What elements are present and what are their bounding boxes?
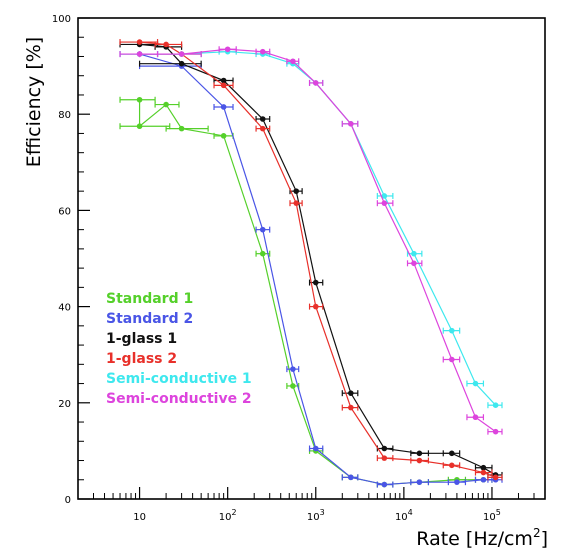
- data-point: [259, 125, 266, 132]
- data-point: [472, 414, 479, 421]
- data-point: [259, 226, 266, 233]
- series-standard-2: [119, 51, 503, 488]
- y-tick-label: 20: [58, 399, 71, 410]
- data-series: [119, 39, 503, 488]
- series-line: [139, 43, 496, 476]
- data-point: [348, 390, 354, 396]
- series-line: [139, 48, 496, 433]
- data-point: [492, 474, 499, 481]
- series-line: [139, 51, 497, 406]
- data-point: [472, 380, 479, 387]
- y-tick-label: 80: [58, 110, 71, 121]
- legend-item: Semi-conductive 2: [106, 391, 252, 407]
- legend-item: Standard 1: [106, 291, 193, 307]
- series-line: [139, 41, 496, 478]
- data-point: [312, 279, 319, 286]
- y-tick-label: 100: [52, 14, 71, 25]
- data-point: [312, 80, 319, 86]
- data-point: [163, 101, 169, 108]
- data-point: [290, 58, 296, 65]
- data-point: [293, 200, 300, 206]
- series-semi-conductive-1: [119, 48, 503, 409]
- data-point: [220, 133, 227, 139]
- x-tick-label: 103: [307, 508, 325, 523]
- x-tick-label: 104: [395, 508, 413, 523]
- plot-frame: [77, 17, 546, 500]
- data-point: [448, 462, 455, 469]
- data-point: [136, 123, 143, 130]
- data-point: [381, 193, 388, 199]
- legend-item: 1-glass 1: [106, 331, 177, 347]
- data-point: [290, 383, 296, 389]
- data-point: [220, 77, 227, 84]
- axes: 0 20 40 60 80 100 10 102 103 104 105: [52, 14, 546, 523]
- data-point: [293, 188, 300, 194]
- data-point: [178, 51, 185, 57]
- data-point: [163, 41, 169, 48]
- legend: Standard 1 Standard 2 1-glass 1 1-glass 2 Se…: [106, 291, 252, 407]
- y-tick-label: 60: [58, 206, 71, 217]
- data-point: [178, 60, 185, 67]
- data-point: [178, 125, 185, 132]
- data-point: [259, 48, 266, 55]
- data-point: [411, 260, 417, 267]
- data-point: [136, 96, 143, 103]
- x-tick-label: 10: [133, 512, 146, 523]
- data-point: [448, 450, 455, 457]
- data-point: [416, 450, 423, 457]
- y-tick-label: 0: [65, 495, 71, 506]
- data-point: [448, 327, 455, 334]
- data-point: [454, 479, 460, 485]
- data-point: [381, 455, 388, 461]
- data-point: [259, 250, 266, 257]
- data-point: [220, 82, 227, 89]
- x-axis-title: Rate [Hz/cm2]: [416, 526, 548, 550]
- legend-item: 1-glass 2: [106, 351, 177, 367]
- data-point: [480, 469, 487, 476]
- data-point: [416, 457, 423, 464]
- data-point: [381, 200, 388, 206]
- data-point: [312, 303, 319, 310]
- x-tick-label: 102: [219, 508, 237, 523]
- x-tick-label: 105: [483, 508, 501, 523]
- series-1-glass-1: [119, 41, 503, 478]
- data-point: [480, 476, 487, 483]
- data-point: [259, 116, 266, 122]
- data-point: [480, 464, 487, 471]
- data-point: [348, 121, 354, 127]
- series-line: [139, 53, 496, 486]
- data-point: [492, 428, 499, 435]
- data-point: [416, 479, 423, 485]
- data-point: [411, 250, 417, 257]
- y-tick-label: 40: [58, 303, 71, 314]
- legend-item: Standard 2: [106, 311, 193, 327]
- data-point: [348, 404, 354, 411]
- data-point: [290, 366, 296, 372]
- series-semi-conductive-2: [119, 46, 503, 435]
- data-point: [348, 474, 354, 481]
- data-point: [448, 356, 455, 363]
- data-point: [224, 46, 231, 53]
- data-point: [381, 481, 388, 488]
- y-axis-title: Efficiency [%]: [23, 37, 45, 167]
- data-point: [381, 445, 388, 452]
- data-point: [136, 39, 143, 45]
- data-point: [312, 445, 319, 452]
- data-point: [492, 402, 499, 409]
- data-point: [220, 104, 227, 110]
- legend-item: Semi-conductive 1: [106, 371, 252, 387]
